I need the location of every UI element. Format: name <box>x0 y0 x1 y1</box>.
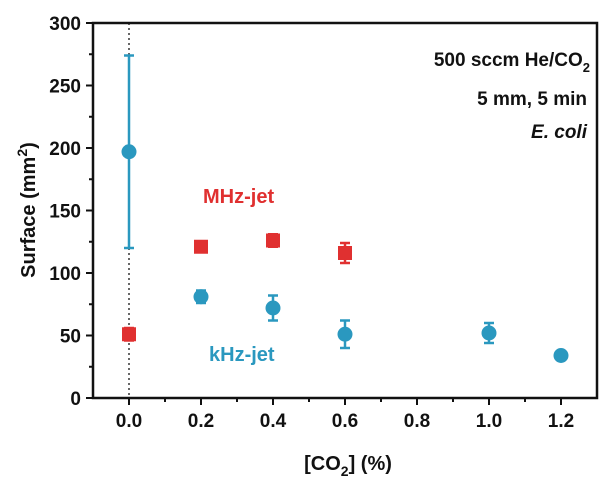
x-tick-label: 0.0 <box>116 411 142 432</box>
khz-data-point <box>337 326 353 342</box>
khz-data-point <box>265 300 281 316</box>
series-label-mhz: MHz-jet <box>203 186 274 208</box>
y-tick-label: 100 <box>49 264 81 285</box>
y-tick-label: 150 <box>49 202 81 223</box>
khz-data-point <box>193 289 209 305</box>
khz-data-point <box>481 325 497 341</box>
y-tick-label: 50 <box>60 327 81 348</box>
y-tick-label: 300 <box>49 14 81 35</box>
khz-data-point <box>553 348 569 363</box>
x-axis-title: [CO2] (%) <box>304 453 392 479</box>
x-tick-label: 0.8 <box>404 411 430 432</box>
y-tick-label: 200 <box>49 139 81 160</box>
plot-layer: 0.0 0.2 0.4 0.6 0.8 1.0 1.2 0 50 100 150 200 250 300 <box>49 14 599 432</box>
x-tick-label: 1.2 <box>548 411 574 432</box>
x-tick-label: 0.2 <box>188 411 214 432</box>
mhz-data-point <box>122 327 136 342</box>
x-tick-label: 1.0 <box>476 411 502 432</box>
y-tick-label: 0 <box>70 389 81 410</box>
annotation-line-2: 5 mm, 5 min <box>477 89 587 110</box>
mhz-data-point <box>266 233 280 248</box>
annotation-line-1: 500 sccm He/CO2 <box>434 50 590 75</box>
khz-data-point <box>121 144 137 160</box>
y-tick-label: 250 <box>49 77 81 98</box>
mhz-data-point <box>338 246 352 260</box>
x-tick-label: 0.6 <box>332 411 358 432</box>
series-label-khz: kHz-jet <box>209 344 275 366</box>
mhz-data-point <box>194 239 208 254</box>
annotation-line-3: E. coli <box>531 122 588 143</box>
x-tick-label: 0.4 <box>260 411 287 432</box>
y-axis-title: Surface (mm2) <box>14 142 40 278</box>
